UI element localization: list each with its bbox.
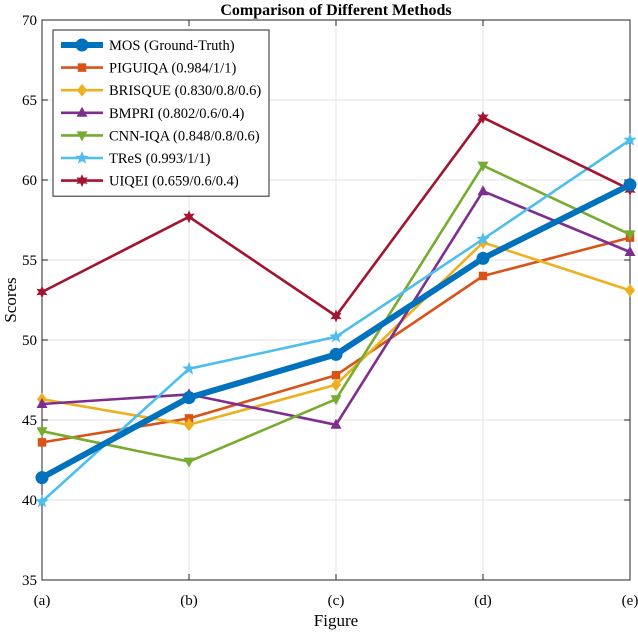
data-point <box>36 285 48 299</box>
data-point <box>624 230 636 241</box>
x-tick-label: (e) <box>622 593 638 609</box>
x-tick-label: (d) <box>474 593 492 609</box>
legend-label: UIQEI (0.659/0.6/0.4) <box>109 174 239 190</box>
y-tick-label: 50 <box>22 333 37 349</box>
legend-marker <box>75 151 89 164</box>
data-point <box>329 329 343 343</box>
data-point <box>36 427 48 438</box>
data-point <box>476 251 490 265</box>
x-axis: (a) (b) (c) (d) (e) <box>34 20 638 609</box>
x-tick-label: (b) <box>180 593 198 609</box>
y-tick-label: 40 <box>22 493 37 509</box>
data-point <box>330 418 342 429</box>
data-point <box>331 378 341 392</box>
legend: MOS (Ground-Truth) PIGUIQA (0.984/1/1) BRI… <box>52 29 270 197</box>
chart-title: Comparison of Different Methods <box>220 2 451 19</box>
legend-item: BRISQUE (0.830/0.8/0.6) <box>61 83 261 99</box>
data-point <box>330 309 342 323</box>
data-point <box>36 398 48 408</box>
data-point <box>624 246 636 256</box>
data-point <box>329 347 343 361</box>
data-point <box>183 210 195 224</box>
legend-marker <box>76 106 88 117</box>
data-point <box>182 361 196 375</box>
data-point <box>623 178 637 192</box>
data-point <box>477 161 489 172</box>
data-point <box>37 438 47 447</box>
legend-item: CNN-IQA (0.848/0.8/0.6) <box>61 128 260 144</box>
y-axis-label: Scores <box>1 277 20 322</box>
legend-marker <box>76 174 88 188</box>
y-tick-label: 45 <box>22 413 37 429</box>
legend-label: CNN-IQA (0.848/0.8/0.6) <box>109 128 260 144</box>
legend-marker <box>76 131 88 142</box>
y-tick-label: 70 <box>22 13 37 29</box>
data-point <box>331 370 341 380</box>
x-tick-label: (c) <box>328 593 345 609</box>
data-point <box>623 133 637 146</box>
data-point <box>330 395 342 406</box>
y-axis: 35 40 45 50 55 60 65 70 <box>22 13 630 589</box>
legend-label: PIGUIQA (0.984/1/1) <box>109 61 236 77</box>
data-point <box>625 283 635 297</box>
legend-marker <box>77 83 87 97</box>
legend-marker <box>75 38 89 52</box>
x-axis-label: Figure <box>314 611 358 630</box>
series-layer <box>35 111 637 508</box>
y-tick-label: 35 <box>22 573 37 589</box>
data-point <box>35 494 49 508</box>
data-point <box>35 471 49 485</box>
legend-label: BRISQUE (0.830/0.8/0.6) <box>109 83 261 99</box>
data-point <box>184 418 194 432</box>
series-0 <box>35 178 637 485</box>
legend-item: BMPRI (0.802/0.6/0.4) <box>61 106 245 122</box>
legend-item: UIQEI (0.659/0.6/0.4) <box>61 174 239 190</box>
data-point <box>477 185 489 196</box>
x-tick-label: (a) <box>34 593 51 609</box>
legend-item: TReS (0.993/1/1) <box>61 151 211 167</box>
y-tick-label: 65 <box>22 93 37 109</box>
data-point <box>477 111 489 125</box>
y-tick-label: 55 <box>22 253 37 269</box>
legend-item: MOS (Ground-Truth) <box>61 38 235 54</box>
legend-label: BMPRI (0.802/0.6/0.4) <box>109 106 245 122</box>
data-point <box>478 271 488 281</box>
y-tick-label: 60 <box>22 173 37 189</box>
legend-label: MOS (Ground-Truth) <box>109 38 235 54</box>
data-point <box>476 232 490 245</box>
data-point <box>183 457 195 468</box>
data-point <box>182 391 196 405</box>
series-4 <box>36 161 636 468</box>
legend-item: PIGUIQA (0.984/1/1) <box>61 61 236 77</box>
legend-marker <box>77 63 87 72</box>
series-5 <box>35 133 637 508</box>
legend-label: TReS (0.993/1/1) <box>109 151 211 167</box>
